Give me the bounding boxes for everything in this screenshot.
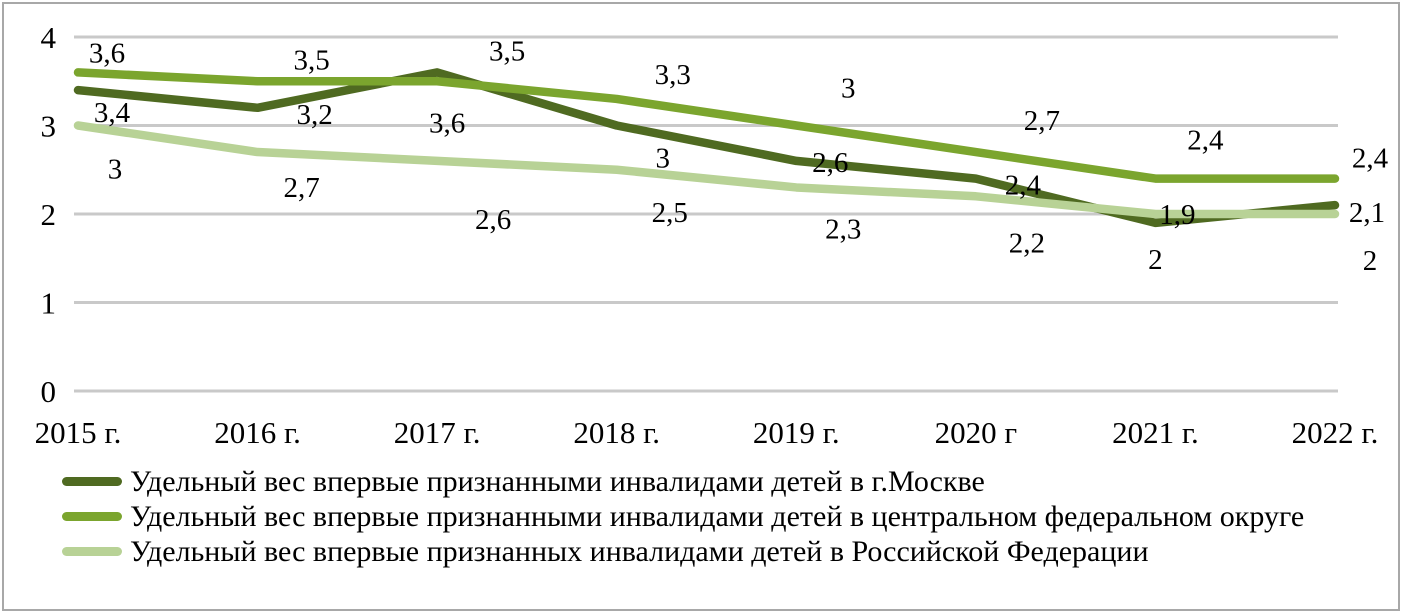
series-line-rf	[73, 121, 1340, 219]
data-label-rf-2020: 2,2	[1009, 227, 1045, 259]
x-tick-label-2021: 2021 г.	[1112, 415, 1199, 450]
legend-label-rf: Удельный вес впервые признанных инвалида…	[130, 534, 1149, 568]
data-label-cfo-2019: 3	[841, 73, 856, 105]
data-label-rf-2016: 2,7	[283, 172, 319, 204]
line-chart-plot: 4 3 2 1 0 2015 г. 2016 г. 2017 г. 2018 г. 2019 г.…	[35, 20, 1389, 450]
x-tick-label-2020: 2020 г	[935, 415, 1017, 450]
legend-label-moscow: Удельный вес впервые признанными инвалид…	[130, 464, 985, 498]
data-label-rf-2018: 2,5	[652, 197, 688, 229]
legend-item-moscow: Удельный вес впервые признанными инвалид…	[62, 464, 1304, 499]
data-label-cfo-2018: 3,3	[655, 59, 691, 91]
data-label-cfo-2020: 2,7	[1024, 105, 1060, 137]
data-label-moscow-2021: 1,9	[1159, 199, 1195, 231]
y-tick-label-2: 2	[41, 197, 57, 232]
series-line-moscow	[73, 68, 1340, 228]
data-label-cfo-2016: 3,5	[293, 44, 329, 76]
data-label-rf-2021: 2	[1148, 244, 1163, 276]
legend-swatch-cfo-line	[62, 512, 122, 521]
data-label-moscow-2017: 3,6	[429, 107, 465, 139]
x-tick-label-2022: 2022 г.	[1292, 415, 1379, 450]
legend-swatch-moscow-line	[62, 477, 122, 486]
data-label-cfo-2015: 3,6	[89, 37, 125, 69]
data-label-moscow-2018: 3	[655, 143, 670, 175]
y-tick-label-0: 0	[41, 374, 57, 409]
legend-item-russian-federation: Удельный вес впервые признанных инвалида…	[62, 534, 1304, 569]
chart-legend: Удельный вес впервые признанными инвалид…	[62, 464, 1304, 569]
y-tick-label-3: 3	[41, 109, 57, 144]
y-tick-label-1: 1	[41, 286, 57, 321]
data-label-moscow-2020: 2,4	[1005, 170, 1042, 202]
data-label-rf-2022: 2	[1363, 245, 1378, 277]
x-tick-label-2015: 2015 г.	[35, 415, 122, 450]
data-label-rf-2019: 2,3	[825, 213, 861, 245]
y-tick-label-4: 4	[41, 20, 57, 55]
data-label-moscow-2019: 2,6	[812, 147, 848, 179]
x-tick-label-2017: 2017 г.	[394, 415, 481, 450]
series-line-cfo	[73, 68, 1340, 183]
data-label-cfo-2017: 3,5	[489, 35, 525, 67]
data-label-rf-2015: 3	[108, 154, 123, 186]
legend-swatch-rf-line	[62, 547, 122, 556]
x-tick-label-2019: 2019 г.	[753, 415, 840, 450]
x-tick-label-2018: 2018 г.	[573, 415, 660, 450]
data-label-cfo-2021: 2,4	[1187, 125, 1224, 157]
data-label-rf-2017: 2,6	[475, 204, 511, 236]
x-tick-label-2016: 2016 г.	[214, 415, 301, 450]
data-label-moscow-2015: 3,4	[94, 97, 131, 129]
data-label-moscow-2016: 3,2	[296, 99, 332, 131]
data-label-moscow-2022: 2,1	[1349, 197, 1385, 229]
legend-label-cfo: Удельный вес впервые признанными инвалид…	[130, 499, 1305, 533]
data-label-cfo-2022: 2,4	[1352, 143, 1389, 175]
legend-item-central-federal-okrug: Удельный вес впервые признанными инвалид…	[62, 499, 1304, 534]
